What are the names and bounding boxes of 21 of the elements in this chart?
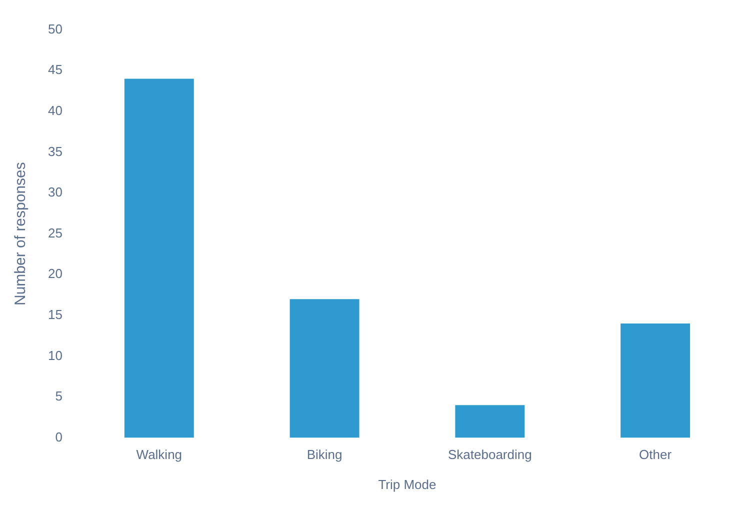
x-tick-label: Walking <box>136 447 182 462</box>
y-tick-label: 0 <box>55 429 62 444</box>
bar <box>290 299 360 438</box>
y-tick-label: 30 <box>48 184 62 200</box>
y-tick-label: 45 <box>48 62 62 78</box>
x-tick-label: Skateboarding <box>448 447 532 462</box>
x-tick-label: Biking <box>306 447 342 462</box>
bar <box>124 78 194 438</box>
bar <box>620 324 690 438</box>
y-tick-label: 5 <box>55 388 62 404</box>
y-tick-label: 15 <box>48 306 62 322</box>
y-tick-label: 35 <box>48 144 62 159</box>
y-axis-title: Number of responses <box>12 162 30 306</box>
y-tick-label: 50 <box>48 21 62 36</box>
y-tick-label: 10 <box>48 348 62 363</box>
y-tick-label: 40 <box>48 102 62 118</box>
x-axis-title: Trip Mode <box>378 476 436 492</box>
y-tick-label: 20 <box>48 266 62 282</box>
y-tick-label: 25 <box>48 225 62 240</box>
bar <box>455 405 525 438</box>
x-tick-label: Other <box>639 447 672 462</box>
